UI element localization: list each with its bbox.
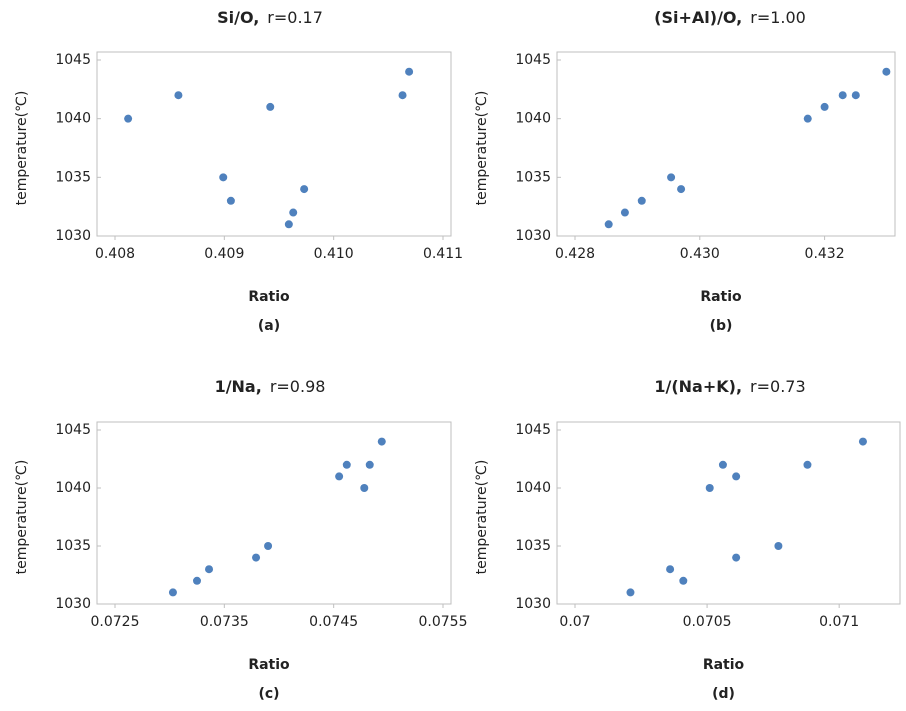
point <box>732 472 741 481</box>
y-tick-label: 1045 <box>515 52 551 68</box>
x-tick-label: 0.0745 <box>309 614 358 630</box>
point <box>604 220 613 229</box>
point <box>284 220 293 229</box>
chart-title: Si/O, r=0.17 <box>217 8 323 27</box>
point <box>252 553 261 562</box>
point <box>677 185 686 194</box>
point <box>803 114 812 123</box>
plot-frame <box>556 421 901 605</box>
point <box>679 576 688 585</box>
chart-title: (Si+Al)/O, r=1.00 <box>654 8 806 27</box>
y-axis-label: temperature(℃) <box>14 91 30 206</box>
y-tick-label: 1045 <box>515 422 551 438</box>
x-tick-label: 0.071 <box>819 614 859 630</box>
y-tick-label: 1030 <box>55 596 91 612</box>
y-axis-label: temperature(℃) <box>14 460 30 575</box>
point <box>377 437 386 446</box>
point <box>168 588 177 597</box>
caption: (d) <box>712 686 735 702</box>
point <box>667 173 676 182</box>
y-tick-label: 1030 <box>515 596 551 612</box>
point <box>718 460 727 469</box>
title-text: (Si+Al)/O, <box>654 8 742 27</box>
point <box>405 67 414 76</box>
x-tick-label: 0.0735 <box>200 614 249 630</box>
x-tick-label: 0.411 <box>423 246 463 262</box>
x-tick-label: 0.428 <box>555 246 595 262</box>
y-tick-label: 1040 <box>515 111 551 127</box>
caption: (c) <box>258 686 279 702</box>
y-tick-label: 1040 <box>55 111 91 127</box>
point <box>193 576 201 585</box>
title-text: 1/(Na+K), <box>654 377 742 396</box>
y-axis-label: temperature(℃) <box>474 460 490 575</box>
title-text: Si/O, <box>217 8 259 27</box>
caption: (b) <box>710 318 733 334</box>
point <box>226 196 235 205</box>
point <box>300 185 309 194</box>
x-axis-label: Ratio <box>248 657 290 673</box>
y-tick-label: 1035 <box>55 538 91 554</box>
point <box>637 196 646 205</box>
point <box>124 114 133 123</box>
subtitle-text: r=0.17 <box>267 8 323 27</box>
point <box>342 460 351 469</box>
point <box>705 484 714 492</box>
point <box>398 91 407 100</box>
y-tick-label: 1035 <box>515 169 551 185</box>
point <box>219 173 228 182</box>
y-tick-label: 1035 <box>55 169 91 185</box>
point <box>335 472 344 481</box>
plot-frame <box>96 421 452 605</box>
y-axis-label: temperature(℃) <box>474 91 490 206</box>
y-tick-label: 1035 <box>515 538 551 554</box>
point <box>620 208 629 217</box>
x-axis-label: Ratio <box>700 289 742 305</box>
subtitle-text: r=0.73 <box>750 377 806 396</box>
point <box>360 484 369 492</box>
point <box>264 542 273 550</box>
x-axis-label: Ratio <box>703 657 745 673</box>
x-tick-label: 0.0725 <box>91 614 140 630</box>
chart-title: 1/(Na+K), r=0.73 <box>654 377 805 396</box>
point <box>626 588 635 597</box>
title-text: 1/Na, <box>215 377 262 396</box>
point <box>820 102 829 111</box>
point <box>851 91 860 100</box>
x-tick-label: 0.07 <box>559 614 590 630</box>
plot-frame <box>556 51 896 237</box>
y-tick-label: 1040 <box>515 480 551 496</box>
point <box>858 437 867 446</box>
caption: (a) <box>258 318 280 334</box>
y-tick-label: 1030 <box>515 228 551 244</box>
y-tick-label: 1040 <box>55 480 91 496</box>
x-tick-label: 0.408 <box>95 246 135 262</box>
chart-title: 1/Na, r=0.98 <box>215 377 326 396</box>
x-axis-label: Ratio <box>248 289 290 305</box>
point <box>774 542 783 550</box>
point <box>882 67 891 76</box>
plot-frame <box>96 51 452 237</box>
point <box>666 565 675 574</box>
x-tick-label: 0.410 <box>314 246 354 262</box>
point <box>732 553 741 562</box>
point <box>838 91 847 100</box>
subtitle-text: r=1.00 <box>750 8 806 27</box>
point <box>266 102 275 111</box>
point <box>803 460 812 469</box>
y-tick-label: 1045 <box>55 52 91 68</box>
y-tick-label: 1030 <box>55 228 91 244</box>
subtitle-text: r=0.98 <box>270 377 326 396</box>
x-tick-label: 0.432 <box>805 246 845 262</box>
point <box>289 208 298 217</box>
point <box>174 91 183 100</box>
point <box>365 460 374 469</box>
x-tick-label: 0.409 <box>204 246 244 262</box>
point <box>205 565 214 574</box>
x-tick-label: 0.0705 <box>683 614 732 630</box>
y-tick-label: 1045 <box>55 422 91 438</box>
x-tick-label: 0.0755 <box>419 614 468 630</box>
x-tick-label: 0.430 <box>680 246 720 262</box>
